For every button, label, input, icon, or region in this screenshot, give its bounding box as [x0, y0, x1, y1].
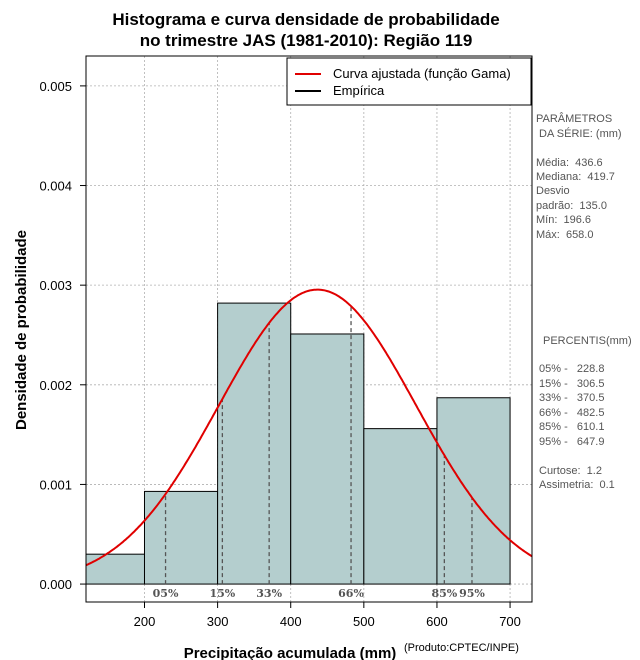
histogram-bar: [290, 333, 365, 585]
param-sd-value: padrão: 135.0: [536, 200, 607, 212]
params-title-2: DA SÉRIE: (mm): [536, 127, 622, 140]
stat-kurtosis: Curtose: 1.2: [539, 465, 602, 477]
param-min: Mín: 196.6: [536, 214, 591, 226]
x-axis-ticks: 200 300 400 500 600 700: [134, 602, 521, 629]
histogram-bar: [143, 490, 219, 585]
x-tick-label: 200: [134, 614, 156, 629]
histogram-bar: [85, 553, 145, 585]
product-credit: (Produto:CPTEC/INPE): [404, 642, 519, 654]
series-parameters-panel: PARÂMETROS DA SÉRIE: (mm) Média: 436.6 M…: [536, 112, 632, 491]
percentile-label: 33%: [256, 587, 282, 600]
x-axis-title: Precipitação acumulada (mm): [184, 645, 397, 660]
stat-skewness: Assimetria: 0.1: [539, 479, 615, 491]
percentil-66: 66% - 482.5: [539, 407, 604, 419]
percentile-label: 95%: [459, 587, 485, 600]
param-median: Mediana: 419.7: [536, 171, 615, 183]
y-tick-label: 0.002: [39, 378, 72, 393]
chart-title-line1: Histograma e curva densidade de probabil…: [112, 10, 499, 29]
percentile-label: 85%: [431, 587, 457, 600]
params-title-1: PARÂMETROS: [536, 112, 612, 125]
histogram-bar: [436, 397, 511, 585]
y-tick-label: 0.001: [39, 477, 72, 492]
x-tick-label: 700: [499, 614, 521, 629]
y-tick-label: 0.000: [39, 577, 72, 592]
histogram-bar: [363, 428, 438, 585]
legend-curve-label: Curva ajustada (função Gama): [333, 66, 511, 81]
param-mean: Média: 436.6: [536, 157, 603, 169]
percentile-markers: 05% 15% 33% 66% 85% 95%: [153, 306, 485, 600]
percentil-05: 05% - 228.8: [539, 363, 604, 375]
legend-box: [286, 57, 532, 106]
percentile-label: 05%: [153, 587, 179, 600]
y-tick-label: 0.004: [39, 179, 72, 194]
param-sd-label: Desvio: [536, 185, 570, 197]
x-tick-label: 500: [353, 614, 375, 629]
chart-title-line2: no trimestre JAS (1981-2010): Região 119: [140, 31, 473, 50]
percentile-label: 15%: [209, 587, 235, 600]
y-tick-label: 0.003: [39, 278, 72, 293]
percentil-15: 15% - 306.5: [539, 378, 604, 390]
percentil-95: 95% - 647.9: [539, 436, 604, 448]
x-tick-label: 400: [280, 614, 302, 629]
histogram-bar: [217, 302, 292, 585]
percentis-title: PERCENTIS(mm): [543, 335, 632, 347]
histogram-bars: [85, 302, 511, 585]
y-axis-ticks: 0.000 0.001 0.002 0.003 0.004 0.005: [39, 79, 86, 592]
plot-frame: [85, 55, 533, 603]
y-tick-label: 0.005: [39, 79, 72, 94]
percentile-label: 66%: [338, 587, 364, 600]
density-curve: [85, 288, 533, 567]
legend-empirical-label: Empírica: [333, 83, 385, 98]
percentil-85: 85% - 610.1: [539, 421, 604, 433]
x-tick-label: 300: [207, 614, 229, 629]
percentil-33: 33% - 370.5: [539, 392, 604, 404]
density-curve-group: [85, 288, 533, 567]
legend: Curva ajustada (função Gama) Empírica: [286, 57, 532, 106]
param-max: Máx: 658.0: [536, 229, 593, 241]
y-axis-title: Densidade de probabilidade: [13, 230, 30, 430]
x-tick-label: 600: [426, 614, 448, 629]
